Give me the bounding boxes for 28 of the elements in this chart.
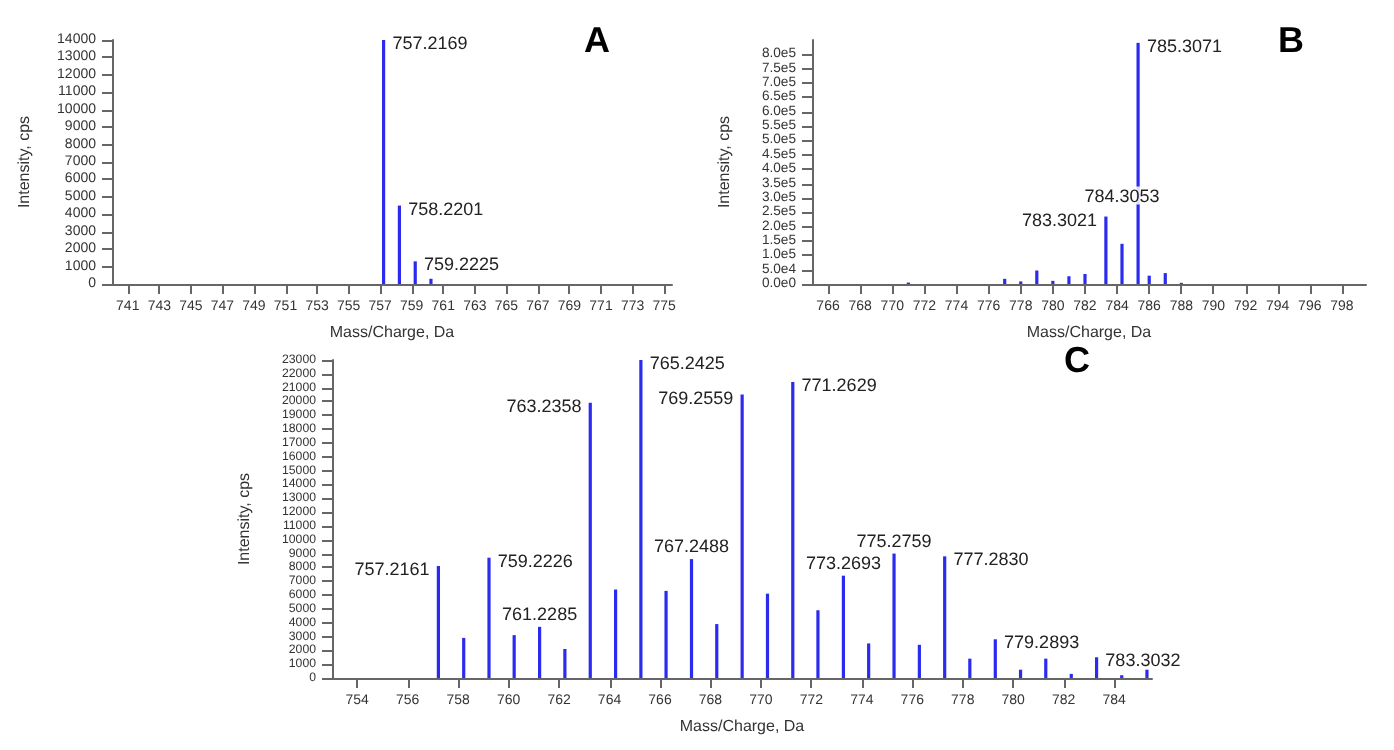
- annotation: 765.2425: [649, 353, 725, 373]
- annotation: 783.3032: [1105, 650, 1181, 671]
- annotation: 783.3021: [1022, 209, 1098, 230]
- x-axis-title: Mass/Charge, Da: [679, 717, 806, 735]
- annotation: 757.2169: [392, 33, 468, 53]
- y-axis-title: Intensity, cps: [715, 115, 733, 209]
- annotation: 775.2759: [856, 530, 932, 551]
- annotation: 777.2830: [953, 549, 1029, 570]
- annotation: 773.2693: [805, 552, 881, 573]
- x-axis-title: Mass/Charge, Da: [329, 323, 456, 341]
- annotation: 785.3071: [1146, 35, 1222, 56]
- annotation: 779.2893: [1004, 632, 1080, 653]
- annotation: 761.2285: [502, 603, 578, 624]
- annotation: 769.2559: [658, 387, 734, 408]
- y-axis-title: Intensity, cps: [15, 115, 33, 209]
- chart-title: C: [1064, 340, 1090, 380]
- annotation: 771.2629: [801, 375, 877, 396]
- annotation: 757.2161: [354, 559, 430, 580]
- annotation: 759.2225: [424, 254, 500, 275]
- annotation: 759.2226: [497, 550, 573, 571]
- annotation: 763.2358: [506, 395, 582, 416]
- annotation: 784.3053: [1084, 185, 1160, 206]
- chart-title: A: [584, 20, 610, 60]
- x-axis-title: Mass/Charge, Da: [1026, 323, 1153, 341]
- y-axis-title: Intensity, cps: [235, 472, 253, 566]
- annotation: 758.2201: [408, 198, 484, 219]
- annotation: 767.2488: [653, 536, 730, 557]
- chart-title: B: [1278, 20, 1304, 60]
